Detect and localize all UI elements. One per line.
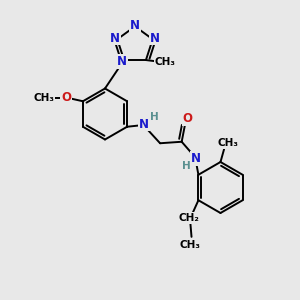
Text: CH₃: CH₃: [179, 240, 200, 250]
Text: N: N: [130, 19, 140, 32]
Text: O: O: [61, 91, 71, 103]
Text: CH₃: CH₃: [33, 93, 54, 103]
Text: N: N: [150, 32, 160, 45]
Text: CH₂: CH₂: [178, 213, 199, 223]
Text: N: N: [117, 55, 127, 68]
Text: H: H: [150, 112, 158, 122]
Text: CH₃: CH₃: [218, 138, 239, 148]
Text: N: N: [110, 32, 120, 45]
Text: CH₃: CH₃: [155, 56, 176, 67]
Text: N: N: [139, 118, 149, 130]
Text: H: H: [182, 161, 190, 171]
Text: O: O: [183, 112, 193, 125]
Text: N: N: [191, 152, 201, 165]
